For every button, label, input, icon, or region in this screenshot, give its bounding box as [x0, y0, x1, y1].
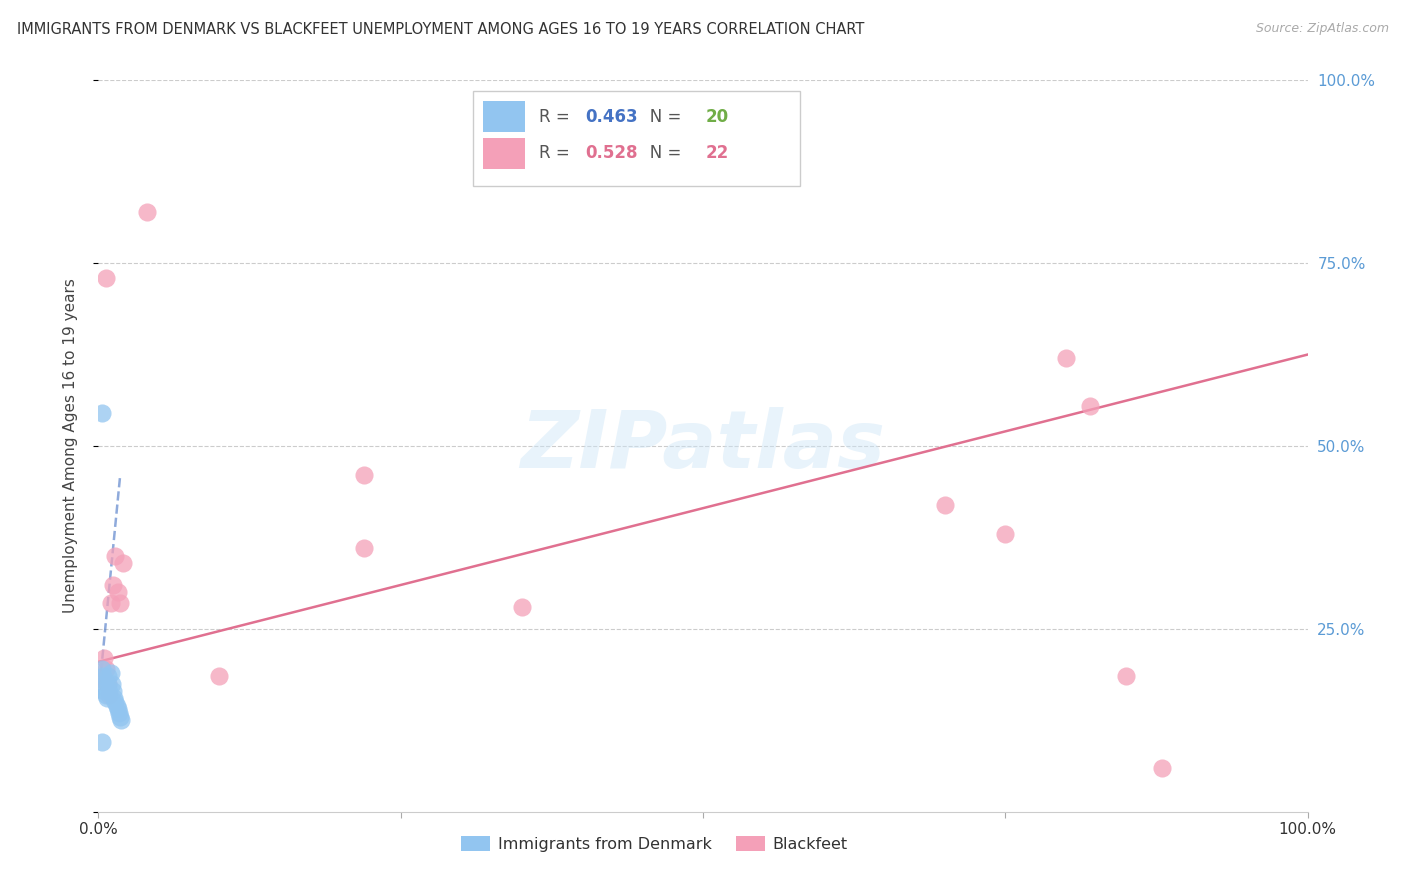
Point [353, 541, 375, 556]
Text: N =: N = [634, 145, 686, 162]
Text: 20: 20 [706, 108, 728, 126]
Point [97, 676, 120, 690]
Point [1054, 351, 1077, 366]
Point [353, 468, 375, 483]
Point [91, 406, 114, 420]
Point [97, 669, 120, 683]
Point [101, 684, 124, 698]
Point [107, 702, 129, 716]
Bar [482, 102, 526, 132]
Point [994, 526, 1017, 541]
Point [98, 688, 121, 702]
Bar [482, 138, 526, 169]
Point [110, 714, 132, 728]
Point [101, 578, 124, 592]
Point [104, 549, 127, 563]
Point [96, 691, 118, 706]
Point [1115, 669, 1137, 683]
Point [208, 669, 231, 683]
Point [1078, 399, 1101, 413]
Y-axis label: Unemployment Among Ages 16 to 19 years: Unemployment Among Ages 16 to 19 years [63, 278, 77, 614]
Point [510, 599, 533, 614]
Point [111, 556, 134, 570]
Point [91, 669, 114, 683]
Point [97, 676, 120, 690]
Text: IMMIGRANTS FROM DENMARK VS BLACKFEET UNEMPLOYMENT AMONG AGES 16 TO 19 YEARS CORR: IMMIGRANTS FROM DENMARK VS BLACKFEET UNE… [17, 22, 865, 37]
Point [98, 684, 121, 698]
Point [94, 662, 117, 676]
Text: R =: R = [538, 145, 575, 162]
Point [93, 651, 115, 665]
Point [108, 709, 131, 723]
Text: R =: R = [538, 108, 575, 126]
Text: N =: N = [634, 108, 686, 126]
Point [94, 270, 117, 285]
Text: Source: ZipAtlas.com: Source: ZipAtlas.com [1256, 22, 1389, 36]
Point [91, 735, 114, 749]
Text: 0.463: 0.463 [586, 108, 638, 126]
Bar [474, 91, 800, 186]
Text: 0.528: 0.528 [586, 145, 638, 162]
Point [93, 684, 115, 698]
Point [104, 695, 127, 709]
Point [91, 662, 114, 676]
Point [93, 676, 115, 690]
Point [100, 596, 122, 610]
Legend: Immigrants from Denmark, Blackfeet: Immigrants from Denmark, Blackfeet [456, 830, 855, 859]
Point [1152, 761, 1174, 775]
Point [100, 665, 122, 680]
Text: ZIPatlas: ZIPatlas [520, 407, 886, 485]
Point [105, 698, 128, 713]
Point [934, 498, 956, 512]
Point [108, 706, 131, 720]
Point [91, 673, 114, 687]
Text: 22: 22 [706, 145, 728, 162]
Point [100, 676, 122, 690]
Point [94, 688, 117, 702]
Point [108, 596, 131, 610]
Point [135, 205, 157, 219]
Point [96, 676, 118, 690]
Point [107, 585, 129, 599]
Point [103, 691, 125, 706]
